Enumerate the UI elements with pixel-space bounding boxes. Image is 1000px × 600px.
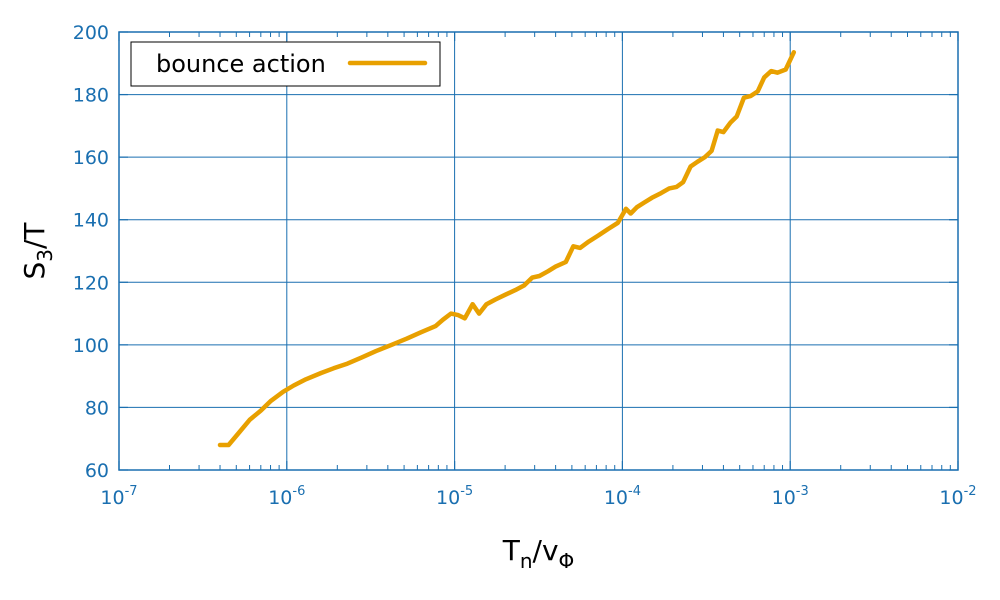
series-layer (217, 50, 797, 448)
y-tick-label: 140 (73, 210, 109, 232)
axis-ticks (118, 31, 959, 471)
y-tick-label: 120 (73, 272, 109, 294)
x-tick-labels: 10-7 10-6 10-5 10-4 10-3 10-2 (100, 484, 976, 509)
x-tick-label: 10-4 (604, 484, 641, 509)
legend-label: bounce action (156, 50, 326, 78)
x-axis-title: Tn/vΦ (502, 534, 575, 573)
grid (119, 32, 958, 470)
legend: bounce action (130, 41, 441, 87)
y-tick-label: 160 (73, 147, 109, 169)
series-line (217, 50, 797, 448)
y-tick-label: 200 (73, 22, 109, 44)
y-tick-labels: 60 80 100 120 140 160 180 200 (73, 22, 109, 482)
y-axis-title: S3/T (18, 222, 57, 280)
x-tick-label: 10-5 (436, 484, 473, 509)
plot-frame (118, 31, 959, 471)
x-tick-label: 10-2 (939, 484, 976, 509)
x-tick-label: 10-6 (268, 484, 305, 509)
y-tick-label: 180 (73, 85, 109, 107)
x-tick-label: 10-3 (772, 484, 809, 509)
x-tick-label: 10-7 (100, 484, 137, 509)
y-tick-label: 60 (85, 460, 109, 482)
y-tick-label: 100 (73, 335, 109, 357)
y-tick-label: 80 (85, 397, 109, 419)
